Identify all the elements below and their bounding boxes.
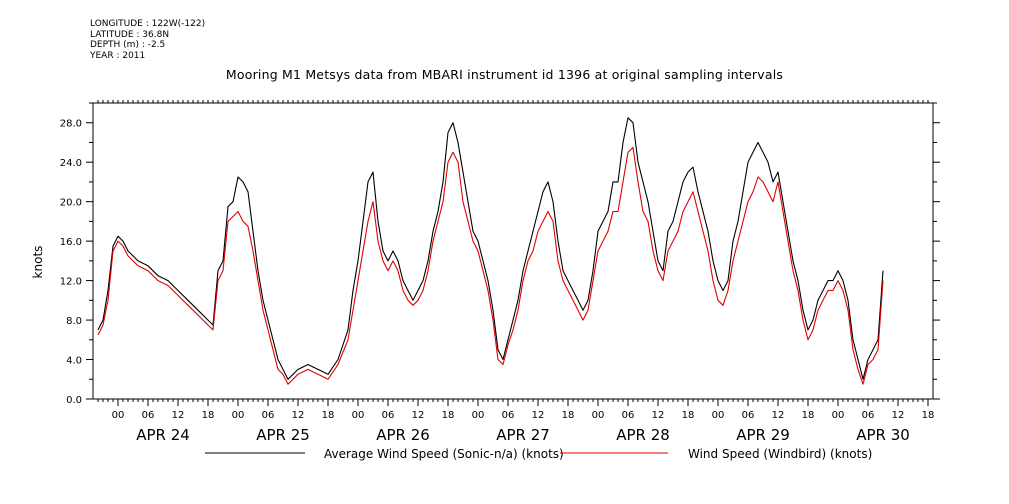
- y-tick-label: 4.0: [66, 356, 82, 367]
- x-hour-label: 18: [682, 410, 695, 421]
- y-axis: 0.0 4.0 8.0 12.0 16.0 20.0 24.0 28.0: [60, 102, 940, 406]
- x-hour-label: 18: [562, 410, 575, 421]
- x-day-label: APR 24: [136, 426, 190, 444]
- meta-year: YEAR : 2011: [90, 50, 146, 61]
- x-day-label: APR 25: [256, 426, 310, 444]
- x-hour-label: 18: [802, 410, 815, 421]
- x-hour-label: 00: [112, 410, 125, 421]
- x-axis: 00 06 12 18 00 06 12 18 00 06 12 18 00 06 12 18 00 06 12 18…: [112, 410, 935, 444]
- y-tick-label: 24.0: [60, 158, 82, 169]
- top-minor-ticks: [97, 100, 929, 103]
- x-day-label: APR 28: [616, 426, 670, 444]
- x-day-label: APR 27: [496, 426, 550, 444]
- series-line-sonic: [97, 117, 884, 380]
- x-day-label: APR 26: [376, 426, 430, 444]
- plot-frame: [92, 102, 934, 400]
- x-hour-label: 00: [472, 410, 485, 421]
- x-hour-label: 06: [742, 410, 755, 421]
- y-tick-label: 28.0: [60, 119, 82, 130]
- x-hour-label: 06: [382, 410, 395, 421]
- y-tick-label: 20.0: [60, 198, 82, 209]
- x-hour-label: 00: [832, 410, 845, 421]
- legend: Average Wind Speed (Sonic-n/a) (knots) W…: [205, 447, 872, 461]
- y-axis-label: knots: [31, 246, 45, 279]
- data-series: [97, 117, 884, 385]
- x-hour-label: 12: [892, 410, 905, 421]
- x-hour-label: 12: [292, 410, 305, 421]
- x-hour-label: 06: [502, 410, 515, 421]
- bottom-ticks: [97, 399, 929, 406]
- x-hour-label: 18: [202, 410, 215, 421]
- x-hour-label: 12: [172, 410, 185, 421]
- y-tick-label: 16.0: [60, 237, 82, 248]
- plot-metadata: LONGITUDE : 122W(-122) LATITUDE : 36.8N …: [90, 19, 205, 61]
- x-day-label: APR 30: [856, 426, 910, 444]
- x-hour-label: 00: [232, 410, 245, 421]
- x-hour-label: 00: [352, 410, 365, 421]
- x-hour-label: 12: [532, 410, 545, 421]
- meta-longitude: LONGITUDE : 122W(-122): [90, 19, 206, 29]
- y-tick-label: 8.0: [66, 316, 82, 327]
- legend-label-windbird: Wind Speed (Windbird) (knots): [688, 447, 872, 461]
- x-hour-label: 12: [652, 410, 665, 421]
- meta-latitude: LATITUDE : 36.8N: [90, 29, 170, 40]
- x-hour-label: 06: [862, 410, 875, 421]
- x-hour-label: 06: [142, 410, 155, 421]
- x-hour-label: 00: [712, 410, 725, 421]
- series-line-windbird: [97, 146, 884, 385]
- x-hour-label: 00: [592, 410, 605, 421]
- x-hour-label: 18: [442, 410, 455, 421]
- x-hour-label: 12: [412, 410, 425, 421]
- chart-title: Mooring M1 Metsys data from MBARI instru…: [225, 67, 784, 82]
- x-day-label: APR 29: [736, 426, 790, 444]
- x-hour-label: 18: [922, 410, 935, 421]
- x-hour-label: 18: [322, 410, 335, 421]
- x-hour-label: 06: [262, 410, 275, 421]
- meta-depth: DEPTH (m) : -2.5: [90, 40, 166, 50]
- x-hour-label: 06: [622, 410, 635, 421]
- legend-label-sonic: Average Wind Speed (Sonic-n/a) (knots): [324, 447, 564, 461]
- y-tick-label: 12.0: [60, 277, 82, 288]
- y-tick-label: 0.0: [66, 395, 82, 406]
- x-hour-label: 12: [772, 410, 785, 421]
